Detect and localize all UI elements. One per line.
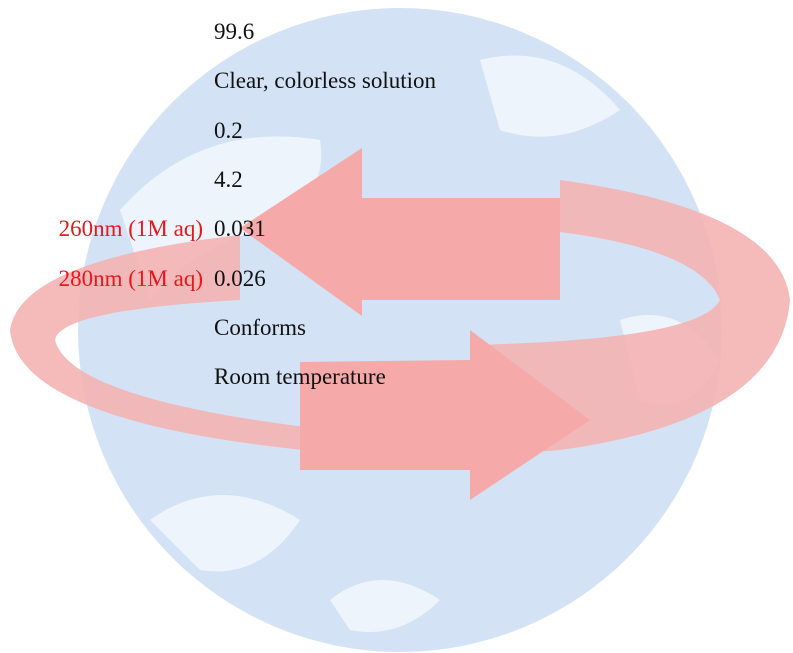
row-value: 4.2 [214,166,243,192]
row-label: 280nm (1M aq) [58,265,203,291]
row-value: 0.2 [214,117,243,143]
row-value: 99.6 [214,19,255,44]
row-label: 260nm (1M aq) [58,216,203,242]
row-value: 0.026 [214,265,266,291]
row-value: 0.031 [214,216,266,242]
row-value: Conforms [214,314,306,340]
row-value: Room temperature [214,364,386,390]
row-value: Clear, colorless solution [214,68,437,94]
